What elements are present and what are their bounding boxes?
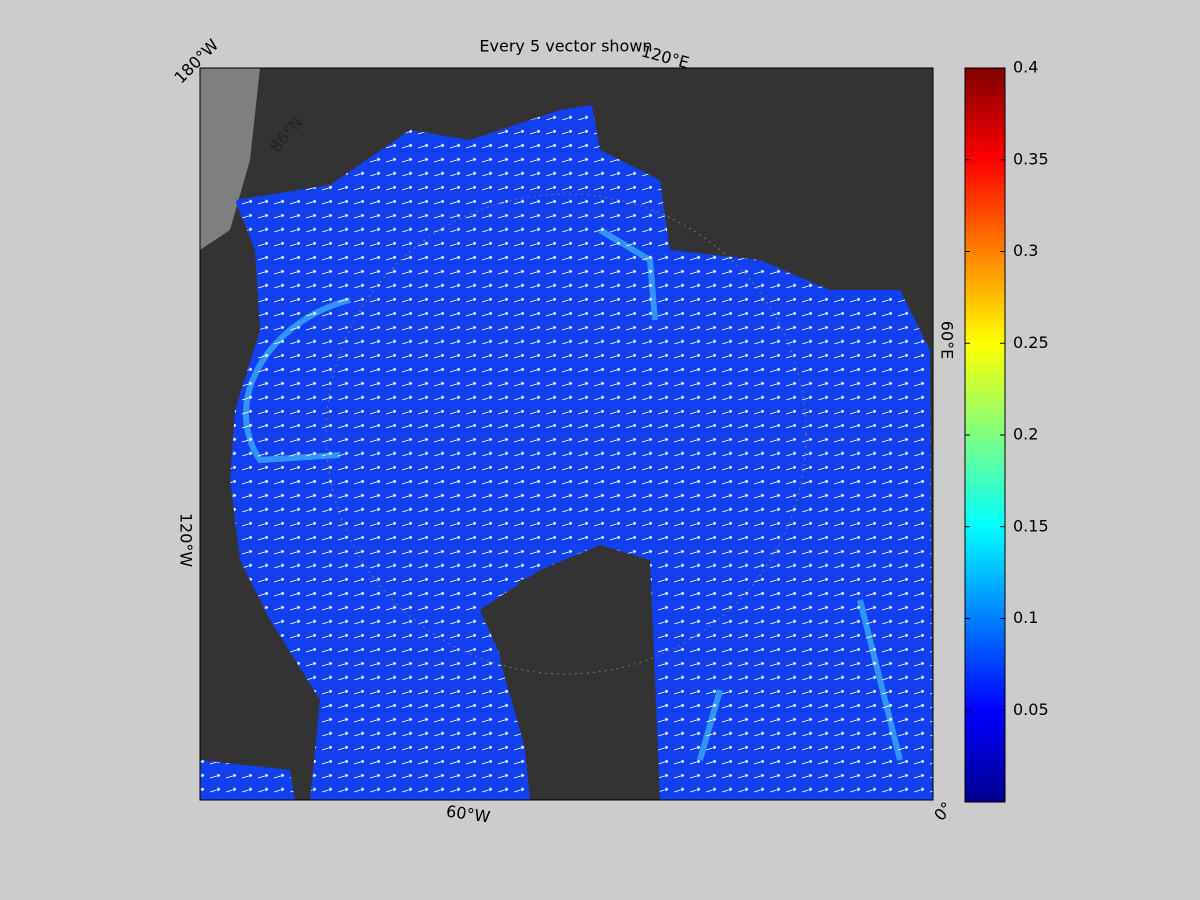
graticule-label: 60°E (938, 321, 957, 359)
outside-area (200, 68, 260, 250)
velocity-vectors (200, 105, 933, 800)
greenland (500, 560, 650, 800)
graticule (325, 193, 807, 675)
graticule-label: 60°W (445, 802, 492, 827)
colorbar-tick-label: 0.3 (1013, 241, 1038, 260)
axes-frame (199, 67, 934, 801)
colorbar-tick-label: 0.1 (1013, 608, 1038, 627)
colorbar-tick-label: 0.15 (1013, 516, 1049, 535)
graticule-label: 120°W (177, 513, 196, 568)
graticule-label: 0° (930, 798, 956, 824)
map (200, 68, 933, 800)
colorbar-tick-label: 0.4 (1013, 58, 1038, 77)
title: Every 5 vector shown (479, 37, 652, 56)
colorbar-tick-label: 0.05 (1013, 700, 1049, 719)
colorbar (964, 67, 1006, 803)
colorbar-tick-label: 0.25 (1013, 333, 1049, 352)
colorbar-tick-label: 0.35 (1013, 149, 1049, 168)
colorbar-tick-label: 0.2 (1013, 425, 1038, 444)
